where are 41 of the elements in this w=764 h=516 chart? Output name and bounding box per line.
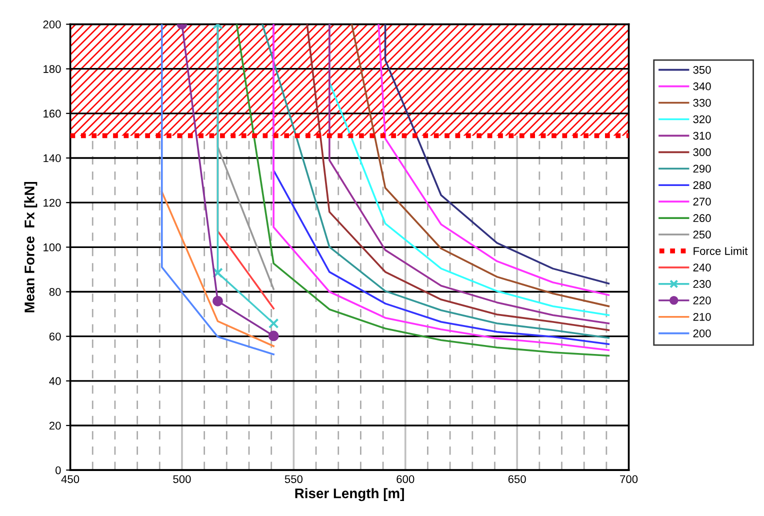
legend-label: Force Limit — [694, 246, 748, 255]
legend-label: 270 — [693, 198, 711, 206]
x-tick-label: 450 — [61, 475, 80, 484]
x-axis-title: Riser Length [m] — [295, 488, 404, 502]
legend-label: 350 — [693, 66, 711, 74]
legend-label: 340 — [693, 82, 711, 90]
legend-label: 320 — [693, 115, 711, 124]
y-tick-label: 180 — [44, 65, 61, 73]
y-tick-label: 200 — [43, 20, 61, 28]
x-tick-label: 500 — [173, 475, 191, 484]
legend-label: 220 — [693, 296, 711, 304]
point — [268, 318, 279, 329]
y-tick-label: 60 — [49, 332, 61, 340]
y-tick-label: 100 — [44, 243, 61, 252]
y-tick-label: 20 — [49, 422, 61, 430]
y-axis-title: Mean Force Fx [kN] — [24, 182, 38, 312]
x-tick-label: 600 — [396, 475, 414, 484]
line-series — [160, 24, 274, 356]
x-tick-label: 700 — [620, 475, 638, 484]
point — [212, 296, 223, 306]
y-tick-label: 140 — [44, 154, 61, 162]
y-tick-label: 40 — [49, 377, 61, 386]
x-tick-label: 550 — [284, 475, 303, 484]
legend-label: 300 — [693, 148, 711, 156]
point — [212, 268, 223, 278]
x-tick-label: 650 — [508, 475, 526, 484]
y-tick-label: 120 — [44, 198, 61, 207]
legend-label: 200 — [693, 329, 711, 338]
legend-label: 310 — [693, 132, 711, 140]
legend-label: 210 — [693, 312, 711, 321]
point — [268, 330, 279, 342]
legend-label: 330 — [693, 98, 711, 107]
legend-label: 250 — [693, 230, 711, 238]
y-tick-label: 0 — [56, 466, 61, 474]
legend-label: 290 — [693, 164, 711, 173]
legend-label: 260 — [693, 214, 711, 222]
y-tick-label: 80 — [49, 288, 61, 296]
legend-label: 240 — [693, 264, 711, 272]
legend-label: 230 — [693, 280, 711, 288]
legend-label: 280 — [693, 181, 711, 190]
y-tick-label: 160 — [44, 110, 61, 118]
